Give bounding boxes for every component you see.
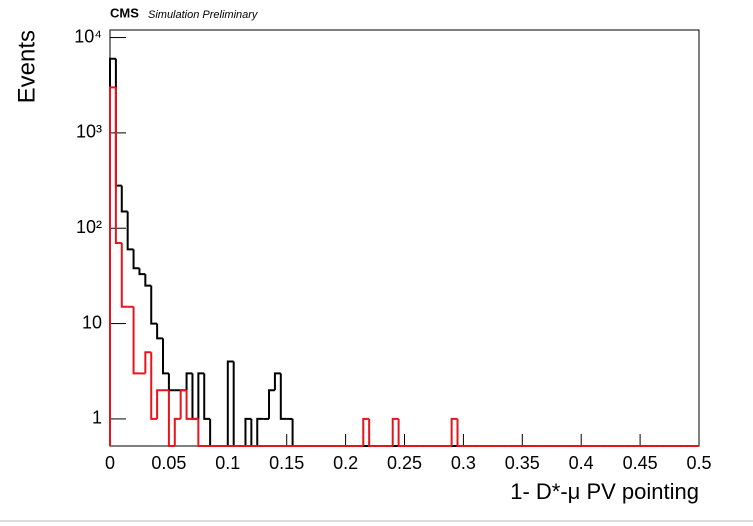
x-tick-label: 0.2 xyxy=(333,453,358,473)
histogram-bin xyxy=(226,360,234,446)
histogram-bin xyxy=(144,351,152,374)
histogram-bin xyxy=(179,389,187,419)
histogram-bin xyxy=(256,417,264,446)
x-tick-label: 0 xyxy=(105,453,115,473)
x-tick-label: 0.15 xyxy=(269,453,304,473)
y-tick-label: 10⁴ xyxy=(74,26,102,46)
histogram-bin xyxy=(173,417,181,446)
x-tick-label: 0.1 xyxy=(215,453,240,473)
histogram-bin xyxy=(368,418,376,447)
chart-title: CMS xyxy=(110,5,139,20)
histogram-bin xyxy=(232,361,240,447)
histogram-bin xyxy=(120,185,128,213)
histogram-bin xyxy=(120,243,128,308)
y-tick-label: 10 xyxy=(82,312,102,332)
y-axis-label: Events xyxy=(13,30,40,103)
histogram-bin xyxy=(391,417,399,446)
y-tick-label: 1 xyxy=(92,408,102,428)
histogram-bin xyxy=(197,418,205,447)
histogram-bin xyxy=(244,417,252,446)
x-tick-label: 0.3 xyxy=(451,453,476,473)
histogram-bin xyxy=(167,390,175,447)
histogram-bin xyxy=(162,338,169,375)
histogram-bin xyxy=(362,417,370,446)
histogram-bin xyxy=(109,86,116,446)
x-tick-label: 0.25 xyxy=(387,453,422,473)
histogram-bin xyxy=(132,306,140,375)
histogram-bin xyxy=(273,372,281,391)
histogram-bin xyxy=(185,372,193,391)
histogram-bin xyxy=(291,418,299,447)
x-tick-label: 0.05 xyxy=(151,453,186,473)
histogram-bin xyxy=(132,249,140,270)
histogram-bin xyxy=(279,373,287,420)
y-tick-label: 10² xyxy=(76,217,102,237)
histogram-bin xyxy=(203,373,211,420)
histogram-bin xyxy=(268,389,275,419)
histogram-bin xyxy=(150,285,158,325)
chart-subtitle: Simulation Preliminary xyxy=(148,9,259,21)
histogram-bin xyxy=(456,418,464,447)
x-tick-label: 0.4 xyxy=(569,453,594,473)
histogram-bin xyxy=(397,418,405,447)
histogram-bin xyxy=(138,268,146,276)
histogram-bin xyxy=(167,373,175,392)
histogram-bin xyxy=(150,352,158,420)
x-tick-label: 0.45 xyxy=(623,453,658,473)
histogram-bin xyxy=(144,274,152,287)
histogram-bin xyxy=(156,389,164,419)
histogram-bin xyxy=(126,211,134,251)
histogram-bin xyxy=(114,87,122,245)
x-tick-label: 0.5 xyxy=(686,453,711,473)
histogram-bin xyxy=(209,418,217,447)
histogram-bin xyxy=(156,323,164,340)
histogram-bin xyxy=(197,372,205,419)
histogram-bin xyxy=(450,417,458,446)
x-tick-label: 0.35 xyxy=(505,453,540,473)
histogram-bin xyxy=(185,390,193,420)
x-axis-label: 1- D*-μ PV pointing xyxy=(510,479,699,504)
y-tick-label: 10³ xyxy=(76,122,102,142)
